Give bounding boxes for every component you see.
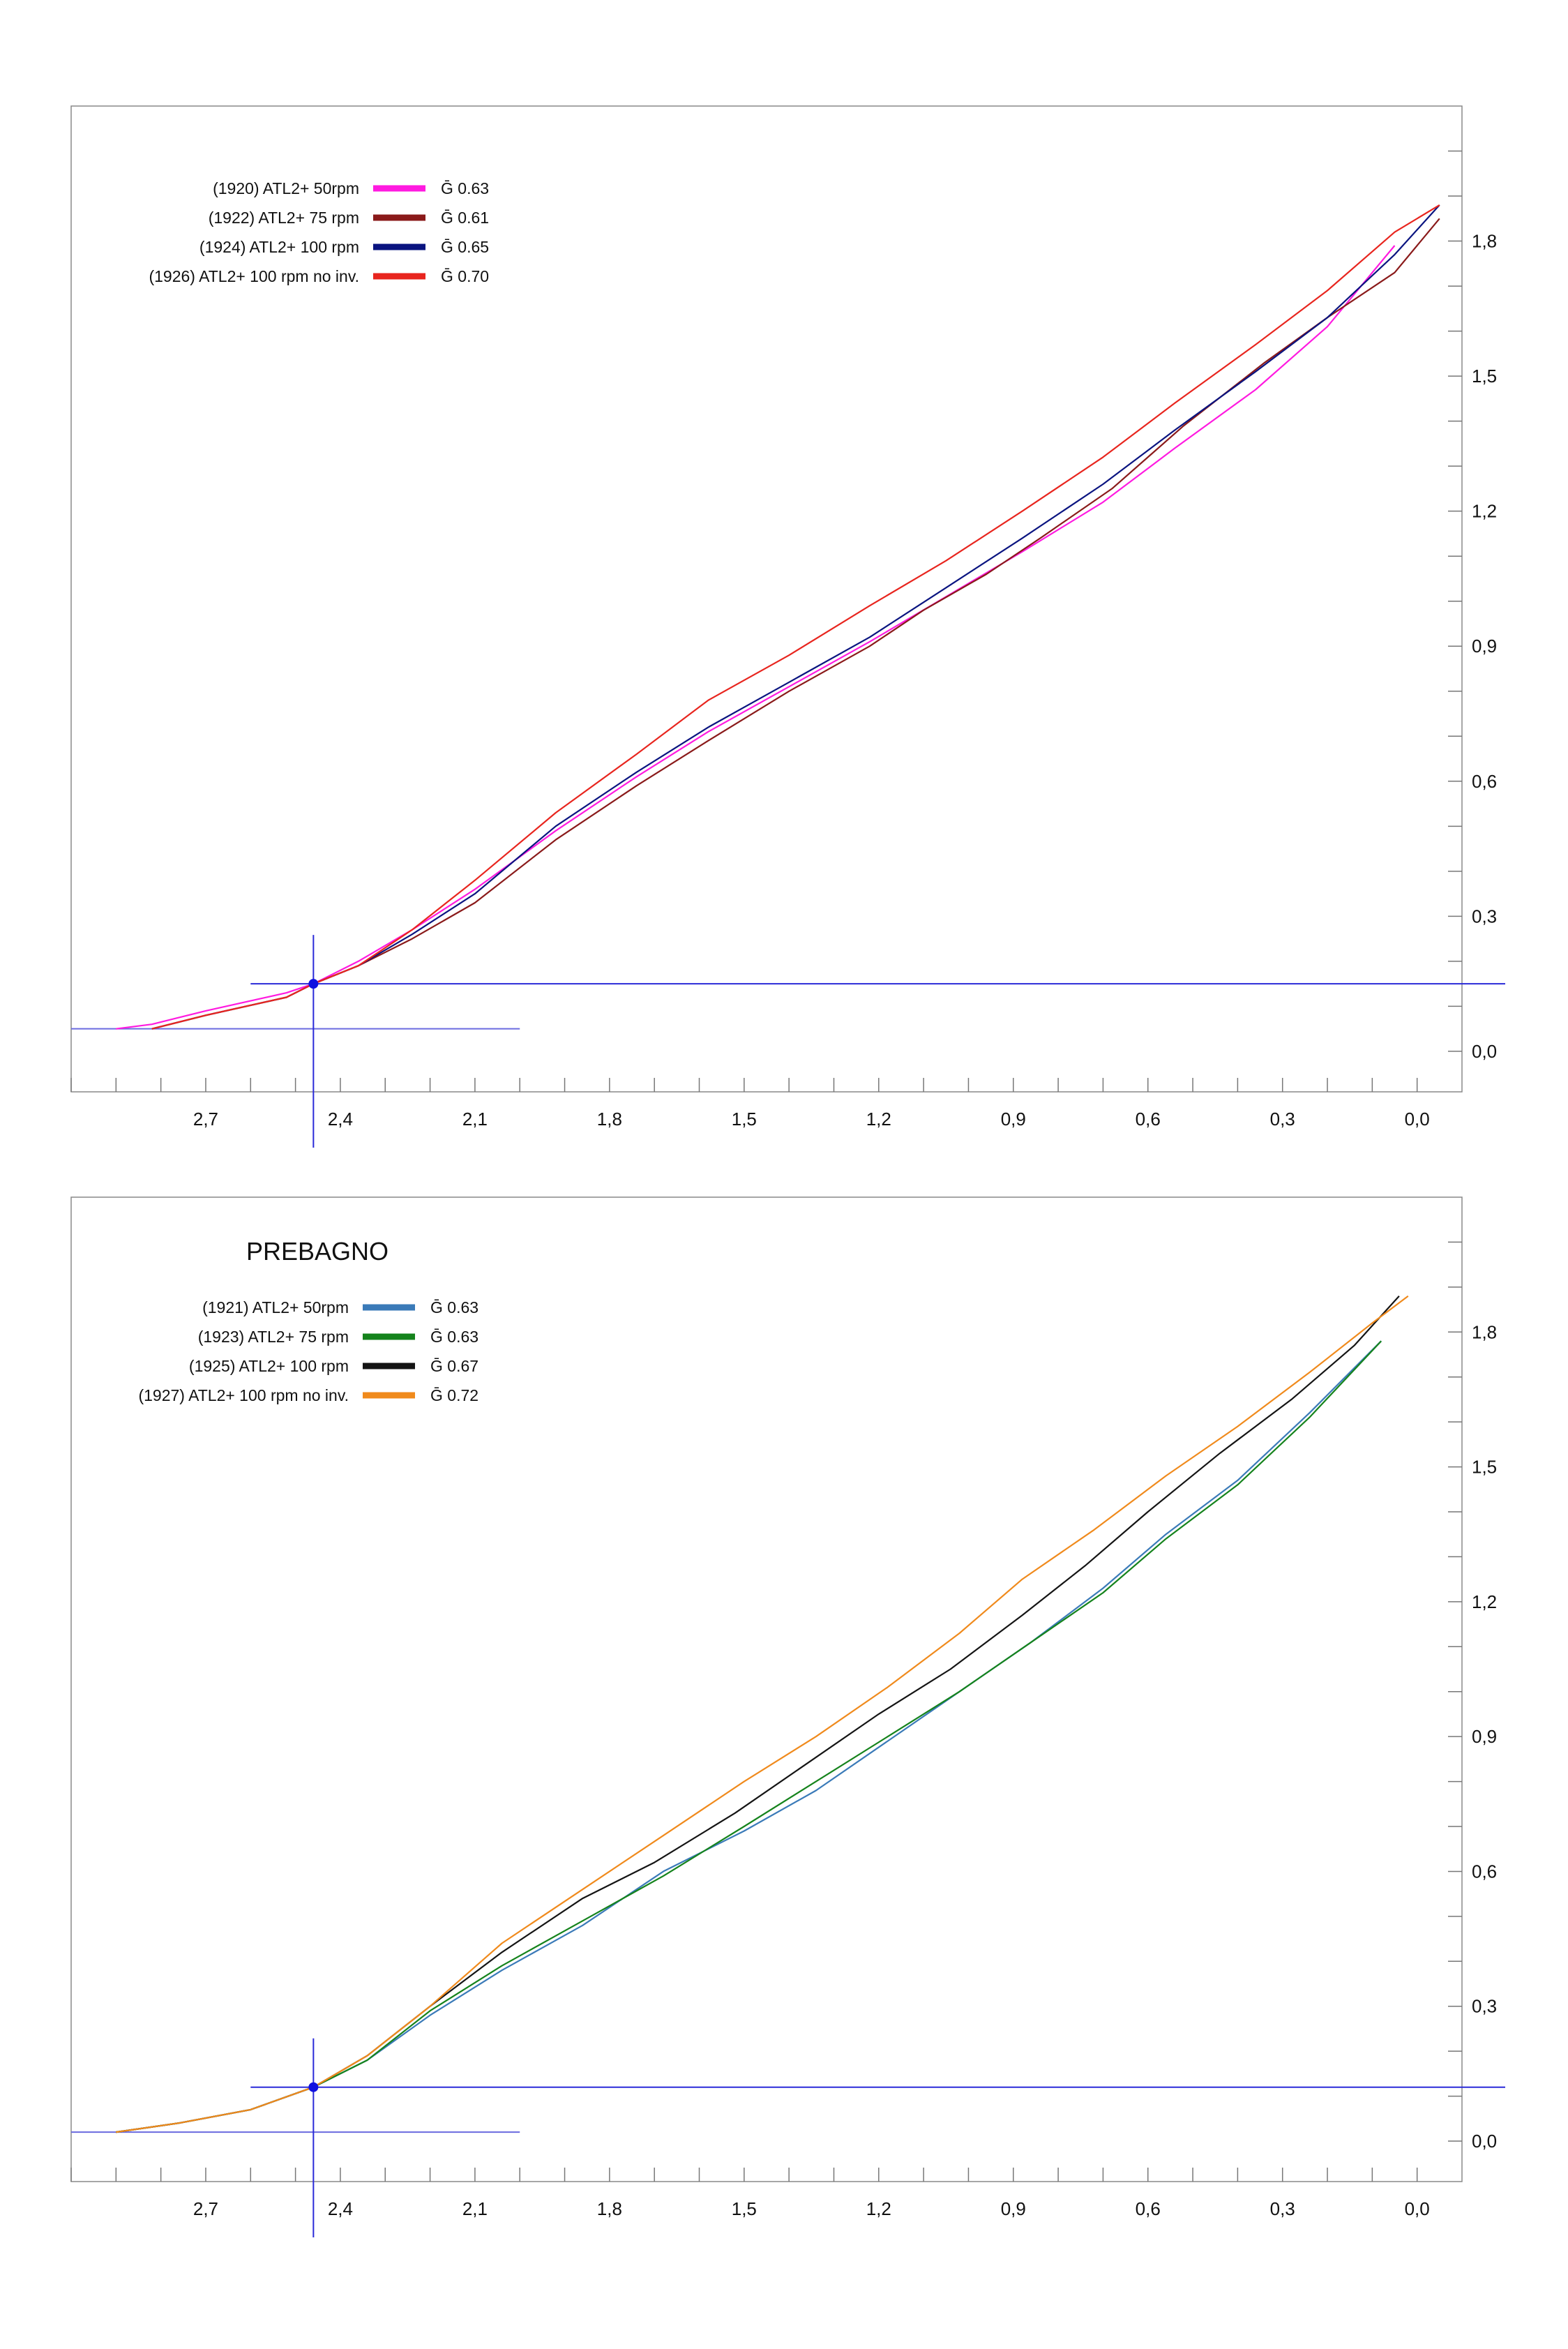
legend-g-value: Ḡ 0.63	[430, 1298, 478, 1316]
legend-label: (1922) ATL2+ 75 rpm	[209, 209, 359, 227]
x-tick-label: 0,9	[1001, 2198, 1026, 2219]
y-tick-label: 1,5	[1472, 1457, 1497, 1478]
x-tick-label: 1,5	[732, 1109, 757, 1130]
legend-g-value: Ḡ 0.65	[441, 238, 489, 256]
x-tick-label: 0,6	[1136, 2198, 1161, 2219]
x-tick-label: 1,8	[597, 2198, 622, 2219]
x-tick-label: 1,2	[866, 2198, 891, 2219]
legend-label: (1925) ATL2+ 100 rpm	[189, 1357, 349, 1375]
legend-g-value: Ḡ 0.70	[441, 267, 489, 285]
chart-panel-prebagno: 2,7 2,4 2,1 1,8 1,5 1,2 0,9 0,6 0,3 0,0 0,0 0,3 0,6 0…	[70, 1196, 1505, 2237]
y-tick-label: 0,3	[1472, 906, 1497, 926]
chart-panel-top: 2,7 2,4 2,1 1,8 1,5 1,2 0,9 0,6 0,3 0,0 0,0 0,3 0,6 0…	[70, 105, 1505, 1148]
y-tick-label: 0,3	[1472, 1996, 1497, 2017]
x-tick-label: 1,2	[866, 1109, 891, 1130]
legend-label: (1927) ATL2+ 100 rpm no inv.	[138, 1386, 349, 1404]
plot-frame	[70, 105, 1463, 1093]
x-tick-label: 1,8	[597, 1109, 622, 1130]
x-tick-label: 0,3	[1270, 1109, 1295, 1130]
legend-label: (1920) ATL2+ 50rpm	[213, 179, 359, 197]
x-tick-label: 0,3	[1270, 2198, 1295, 2219]
plot-frame	[70, 1196, 1463, 2182]
y-tick-label: 0,0	[1472, 1041, 1497, 1062]
y-tick-label: 0,0	[1472, 2131, 1497, 2152]
legend-g-value: Ḡ 0.63	[430, 1328, 478, 1346]
crosshair-point	[308, 979, 319, 989]
x-tick-label: 0,0	[1405, 2198, 1430, 2219]
y-tick-label: 0,6	[1472, 771, 1497, 792]
x-tick-label: 2,7	[193, 2198, 218, 2219]
y-tick-label: 0,9	[1472, 1726, 1497, 1747]
legend-g-value: Ḡ 0.72	[430, 1386, 478, 1404]
x-tick-label: 2,7	[193, 1109, 218, 1130]
y-tick-label: 1,8	[1472, 1321, 1497, 1342]
legend-label: (1923) ATL2+ 75 rpm	[198, 1328, 349, 1346]
legend-label: (1924) ATL2+ 100 rpm	[199, 238, 359, 256]
y-tick-label: 1,2	[1472, 1591, 1497, 1612]
legend-g-value: Ḡ 0.67	[430, 1357, 478, 1375]
series-line-4	[151, 204, 1440, 1030]
x-tick-label: 1,5	[732, 2198, 757, 2219]
crosshair-point	[308, 2082, 319, 2092]
legend-g-value: Ḡ 0.63	[441, 179, 489, 197]
x-tick-label: 2,1	[462, 1109, 488, 1130]
x-tick-label: 0,0	[1405, 1109, 1430, 1130]
y-tick-label: 1,8	[1472, 231, 1497, 252]
legend-label: (1921) ATL2+ 50rpm	[202, 1298, 349, 1316]
legend-g-value: Ḡ 0.61	[441, 209, 489, 227]
x-tick-label: 2,1	[462, 2198, 488, 2219]
series-line-1	[116, 245, 1396, 1030]
y-tick-label: 0,9	[1472, 636, 1497, 656]
legend-label: (1926) ATL2+ 100 rpm no inv.	[149, 267, 359, 285]
y-tick-label: 1,5	[1472, 366, 1497, 387]
chart-title: PREBAGNO	[246, 1237, 389, 1266]
series-line-4	[116, 1295, 1409, 2133]
x-tick-label: 2,4	[328, 2198, 353, 2219]
x-tick-label: 0,6	[1136, 1109, 1161, 1130]
y-tick-label: 0,6	[1472, 1861, 1497, 1882]
x-tick-label: 2,4	[328, 1109, 353, 1130]
x-tick-label: 0,9	[1001, 1109, 1026, 1130]
y-tick-label: 1,2	[1472, 501, 1497, 522]
